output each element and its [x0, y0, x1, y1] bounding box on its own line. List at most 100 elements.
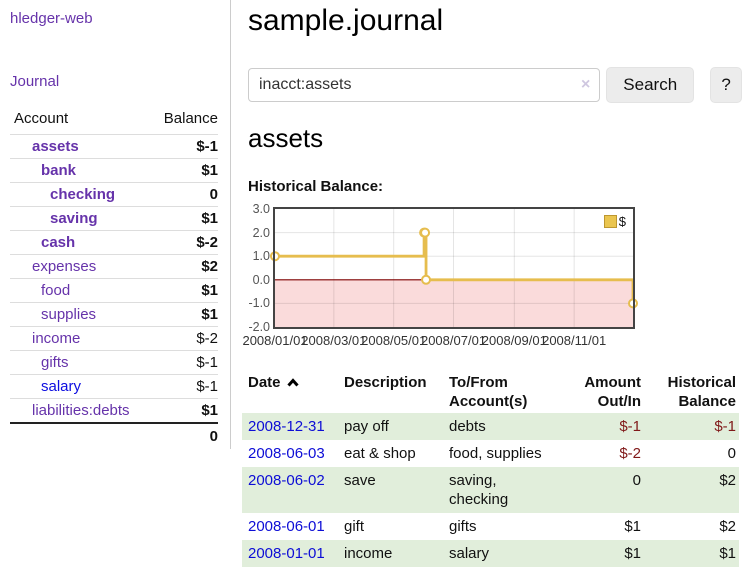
- accounts-header-account: Account: [14, 110, 69, 127]
- balance-cell: $2: [719, 518, 736, 535]
- chart-canvas: [270, 207, 638, 329]
- account-row: bank $1: [10, 158, 218, 183]
- account-row: checking 0: [10, 182, 218, 207]
- table-row: 2008-06-02 save saving, checking 0 $2: [242, 467, 739, 513]
- account-link[interactable]: expenses: [32, 258, 97, 275]
- chart-legend: $: [603, 214, 626, 229]
- account-link[interactable]: assets: [32, 138, 79, 155]
- sidebar: hledger-web Journal Account Balance asse…: [0, 0, 231, 449]
- help-button[interactable]: ?: [710, 67, 742, 103]
- account-balance: $1: [149, 158, 218, 183]
- account-row: income $-2: [10, 326, 218, 351]
- register-header-row: Date Description To/From Account(s) Amou…: [242, 371, 739, 413]
- account-link[interactable]: bank: [41, 162, 77, 179]
- description-cell: income: [344, 545, 393, 562]
- search-box: ×: [248, 68, 601, 102]
- description-cell: save: [344, 472, 376, 489]
- account-balance: $-2: [149, 326, 218, 351]
- register-header-date[interactable]: Date: [242, 371, 341, 413]
- register-header-balance: Historical Balance: [667, 374, 736, 410]
- table-row: 2008-01-01 income salary $1 $1: [242, 540, 739, 567]
- search-form: × Search ?: [248, 67, 742, 103]
- account-link[interactable]: income: [32, 330, 81, 347]
- amount-cell: 0: [632, 472, 641, 489]
- date-link[interactable]: 2008-06-03: [248, 445, 325, 462]
- accounts-cell: saving, checking: [449, 472, 509, 508]
- sidebar-item-journal[interactable]: Journal: [10, 73, 60, 90]
- date-link[interactable]: 2008-12-31: [248, 418, 325, 435]
- account-link[interactable]: food: [41, 282, 71, 299]
- register-header-amount: Amount Out/In: [584, 374, 641, 410]
- balance-cell: 0: [727, 445, 736, 462]
- app-title-link[interactable]: hledger-web: [10, 10, 93, 27]
- account-row: cash $-2: [10, 230, 218, 255]
- x-tick-label: 2008/01/01: [242, 333, 308, 348]
- date-link[interactable]: 2008-06-02: [248, 472, 325, 489]
- y-tick-label: 1.0: [252, 249, 270, 264]
- search-button[interactable]: Search: [606, 67, 695, 103]
- account-balance: $-1: [149, 374, 218, 399]
- accounts-header-balance: Balance: [163, 110, 218, 127]
- sort-ascending-icon: [286, 378, 299, 387]
- table-row: 2008-06-01 gift gifts $1 $2: [242, 513, 739, 540]
- account-row: expenses $2: [10, 254, 218, 279]
- accounts-cell: salary: [449, 545, 490, 562]
- y-tick-label: 0.0: [252, 272, 270, 287]
- amount-cell: $1: [624, 545, 641, 562]
- chart-plot-area: $: [270, 207, 638, 329]
- description-cell: pay off: [344, 418, 389, 435]
- account-link[interactable]: saving: [50, 210, 98, 227]
- balance-cell: $1: [719, 545, 736, 562]
- account-link[interactable]: supplies: [41, 306, 97, 323]
- legend-swatch-icon: [603, 215, 617, 228]
- account-row: saving $1: [10, 206, 218, 231]
- accounts-cell: debts: [449, 418, 486, 435]
- account-link[interactable]: liabilities:debts: [32, 402, 130, 419]
- account-heading: assets: [248, 123, 324, 153]
- account-balance: 0: [149, 182, 218, 207]
- account-row: supplies $1: [10, 302, 218, 327]
- search-input[interactable]: [248, 68, 601, 102]
- account-balance: $-1: [149, 134, 218, 159]
- description-cell: eat & shop: [344, 445, 416, 462]
- x-tick-label: 2008/05/01: [361, 333, 427, 348]
- account-link[interactable]: gifts: [41, 354, 69, 371]
- clear-search-icon[interactable]: ×: [580, 76, 591, 93]
- accounts-table: Account Balance assets $-1 bank $1 check…: [10, 107, 218, 449]
- account-row: gifts $-1: [10, 350, 218, 375]
- accounts-cell: gifts: [449, 518, 477, 535]
- amount-cell: $-2: [619, 445, 641, 462]
- balance-cell: $-1: [714, 418, 736, 435]
- balance-cell: $2: [719, 472, 736, 489]
- account-link[interactable]: cash: [41, 234, 76, 251]
- main-content: sample.journal × Search ? assets Histori…: [242, 0, 742, 567]
- account-row: food $1: [10, 278, 218, 303]
- legend-label: $: [618, 214, 626, 229]
- y-tick-label: -1.0: [248, 296, 270, 311]
- historical-balance-chart: 3.0 2.0 1.0 0.0 -1.0 -2.0 $ 2008/01/01 2008/03…: [242, 202, 742, 359]
- account-link[interactable]: salary: [41, 378, 82, 395]
- accounts-total-row: 0: [10, 422, 218, 449]
- account-balance: $1: [149, 398, 218, 423]
- register-header-accounts: To/From Account(s): [449, 374, 528, 410]
- date-link[interactable]: 2008-01-01: [248, 545, 325, 562]
- chart-title: Historical Balance:: [248, 178, 384, 195]
- account-link[interactable]: checking: [50, 186, 116, 203]
- date-link[interactable]: 2008-06-01: [248, 518, 325, 535]
- description-cell: gift: [344, 518, 365, 535]
- account-balance: $-2: [149, 230, 218, 255]
- table-row: 2008-12-31 pay off debts $-1 $-1: [242, 413, 739, 440]
- account-balance: $1: [149, 206, 218, 231]
- account-balance: $-1: [149, 350, 218, 375]
- x-tick-label: 2008/07/01: [420, 333, 487, 348]
- x-tick-label: 2008/09/01: [481, 333, 547, 348]
- y-tick-label: 2.0: [252, 225, 270, 240]
- amount-cell: $-1: [619, 418, 641, 435]
- amount-cell: $1: [624, 518, 641, 535]
- account-row: salary $-1: [10, 374, 218, 399]
- account-row: liabilities:debts $1: [10, 398, 218, 423]
- page-title: sample.journal: [248, 4, 444, 37]
- x-tick-label: 2008/11/01: [542, 333, 607, 348]
- x-tick-label: 2008/03/01: [301, 333, 367, 348]
- account-balance: $2: [149, 254, 218, 279]
